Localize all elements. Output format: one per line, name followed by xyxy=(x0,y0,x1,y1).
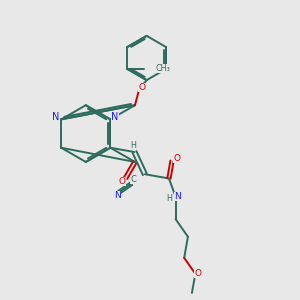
Text: O: O xyxy=(194,269,201,278)
Text: N: N xyxy=(52,112,59,122)
Text: N: N xyxy=(174,192,180,201)
Text: C: C xyxy=(130,175,136,184)
Text: H: H xyxy=(130,141,136,150)
Text: O: O xyxy=(138,83,145,92)
Text: O: O xyxy=(173,154,180,163)
Text: H: H xyxy=(166,194,172,203)
Text: N: N xyxy=(111,112,118,122)
Text: O: O xyxy=(118,177,126,186)
Text: CH₃: CH₃ xyxy=(155,64,170,73)
Text: N: N xyxy=(114,191,121,200)
